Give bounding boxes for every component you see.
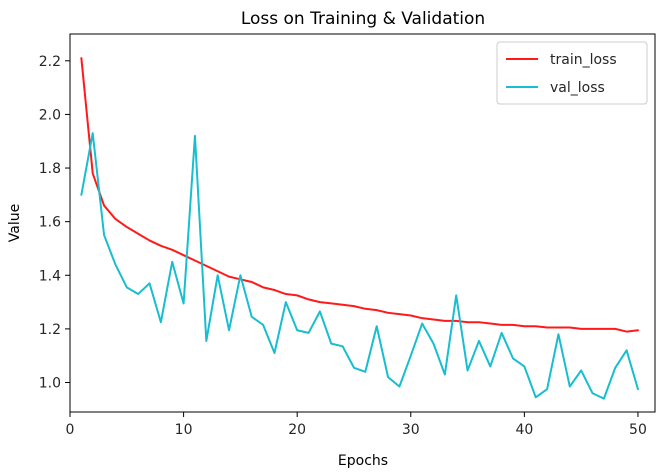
y-tick-label: 1.0 <box>39 376 61 392</box>
x-axis-ticks: 0 10 20 30 40 50 <box>66 412 647 438</box>
y-tick-label: 1.8 <box>39 161 61 177</box>
y-axis-label: Value <box>7 204 23 242</box>
plot-frame <box>69 33 656 413</box>
x-tick-label: 40 <box>515 422 533 438</box>
legend-label-train-loss: train_loss <box>550 52 617 68</box>
legend-box <box>496 41 648 105</box>
y-tick-label: 2.0 <box>39 107 61 123</box>
x-tick-label: 20 <box>288 422 306 438</box>
series-layer <box>80 57 639 400</box>
y-tick-label: 1.2 <box>39 322 61 338</box>
x-tick-label: 30 <box>402 422 420 438</box>
series-line-val-loss <box>80 132 639 400</box>
y-tick-label: 1.6 <box>39 215 61 231</box>
legend: train_loss val_loss <box>496 41 648 105</box>
x-tick-label: 50 <box>629 422 647 438</box>
x-tick-label: 0 <box>66 422 75 438</box>
legend-label-val-loss: val_loss <box>550 80 605 96</box>
series-line-train-loss <box>80 57 639 333</box>
y-axis-ticks: 1.0 1.2 1.4 1.6 1.8 2.0 2.2 <box>39 54 70 392</box>
chart-title: Loss on Training & Validation <box>241 9 485 29</box>
plot-area <box>69 33 656 413</box>
x-tick-label: 10 <box>175 422 193 438</box>
y-tick-label: 1.4 <box>39 268 61 284</box>
x-axis-label: Epochs <box>338 453 388 469</box>
y-tick-label: 2.2 <box>39 54 61 70</box>
